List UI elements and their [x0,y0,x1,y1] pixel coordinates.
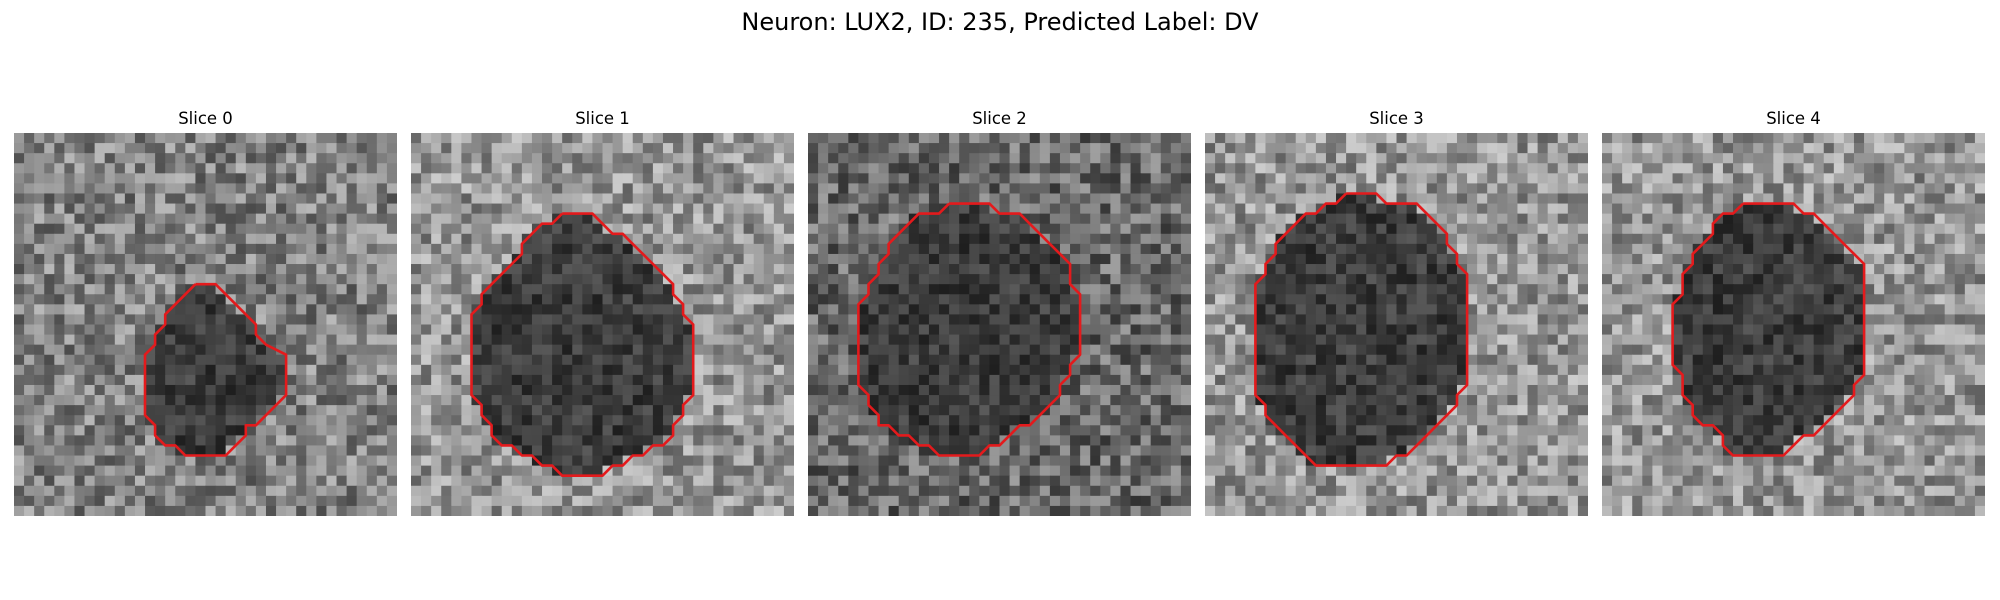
slice-title: Slice 4 [1766,109,1821,128]
slice-title: Slice 3 [1369,109,1424,128]
slice-image [411,133,794,516]
slice-title: Slice 1 [575,109,630,128]
slice-image [14,133,397,516]
neuron-contour [470,212,695,478]
slice-panel: Slice 1 [411,108,794,518]
pixel-texture [411,133,794,516]
neuron-contour [1671,202,1866,457]
slice-panel: Slice 2 [808,108,1191,518]
figure-title: Neuron: LUX2, ID: 235, Predicted Label: … [741,8,1259,36]
pixel-texture [14,133,397,516]
pixel-texture [808,133,1191,516]
slice-panel: Slice 3 [1205,108,1588,518]
slice-image [808,133,1191,516]
pixel-texture [1205,133,1588,516]
slice-panel: Slice 0 [14,108,397,518]
neuron-contour [143,282,288,457]
neuron-contour [857,202,1082,457]
slice-image [1205,133,1588,516]
slice-title: Slice 0 [178,109,233,128]
slice-title: Slice 2 [972,109,1027,128]
slice-image [1602,133,1985,516]
neuron-contour [1254,192,1469,467]
pixel-texture [1602,133,1985,516]
slice-panel: Slice 4 [1602,108,1985,518]
